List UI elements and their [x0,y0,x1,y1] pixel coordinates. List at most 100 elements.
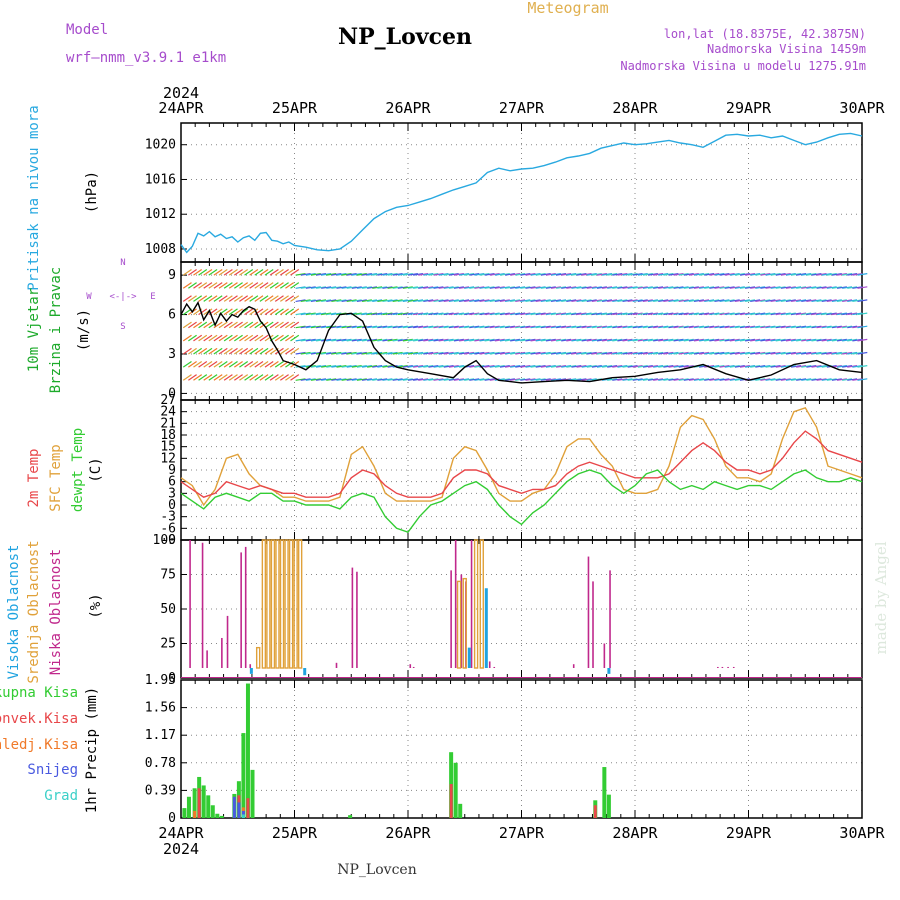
wind-barb [852,273,863,276]
wind-barb [351,378,362,381]
wind-barb [259,269,269,276]
wind-barb [433,365,444,368]
cloud-ylabel-low: Niska Oblacnost [48,549,64,675]
wind-barb [566,312,577,316]
wind-barb [530,351,541,355]
wind-barb [448,325,459,329]
wind-barb [387,286,398,289]
wind-barb [724,351,735,355]
wind-barb [842,286,853,289]
wind-barb [765,378,776,381]
wind-barb [847,365,858,368]
wind-barb [801,338,812,342]
wind-barb [780,325,791,329]
wind-barb [647,338,658,342]
wind-barb [254,361,264,368]
wind-barb [510,312,521,316]
y-tick-label: 12 [160,451,176,466]
wind-barb [836,365,847,368]
wind-barb [796,299,807,303]
wind-barb [750,286,761,289]
wind-barb [709,273,720,276]
wind-barb [673,365,684,368]
wind-barb [494,273,505,276]
wind-barb [510,351,521,355]
wind-barb [520,286,531,289]
wind-barb [448,365,459,368]
wind-barb [607,378,618,381]
wind-barb [351,325,362,329]
wind-barb [494,286,505,289]
y-tick-label: 1.17 [145,728,176,743]
wind-barb [407,365,418,368]
wind-barb [515,378,526,381]
wind-barb [510,325,521,329]
wind-barb [693,312,704,316]
wind-barb [806,299,817,303]
wind-barb [663,378,674,381]
wind-barb [591,273,602,276]
wind-barb [688,273,699,276]
wind-barb [361,312,372,316]
wind-barb [617,273,628,276]
wind-barb [295,338,306,342]
wind-barb [622,312,633,316]
wind-barb [775,378,786,381]
wind-barb [228,295,238,302]
y-tick-label: 24 [160,405,176,420]
wind-barb [489,338,500,342]
wind-barb [601,325,613,329]
time-label-bottom: 30APR [839,824,885,842]
temp-ylabel-sfc: SFC Temp [48,444,64,511]
wind-barb [668,325,679,329]
wind-barb [494,378,505,381]
wind-barb [581,365,592,368]
wind-barb [244,374,254,381]
wind-barb [474,286,485,289]
cloud-ylabel-unit: (%) [88,593,104,618]
wind-barb [361,273,372,276]
wind-barb [576,325,587,329]
wind-barb [218,269,228,276]
wind-barb [576,273,587,276]
wind-barb [734,273,745,276]
wind-barb [494,312,505,316]
temp-ylabel-2m: 2m Temp [26,448,42,507]
wind-barb [244,295,254,302]
wind-barb [448,299,459,303]
wind-barb [704,312,715,316]
wind-barb [826,312,837,316]
wind-barb [724,338,735,342]
wind-barb [479,312,490,316]
wind-barb [300,325,311,329]
wind-barb [377,299,388,303]
wind-barb [453,299,464,303]
wind-barb [515,312,526,316]
wind-barb [647,299,658,303]
wind-barb [550,299,561,303]
wind-barb [326,338,337,342]
wind-barb [377,325,388,329]
wind-barb [274,374,284,381]
wind-barb [550,338,561,342]
wind-barb [310,351,321,355]
wind-barb [193,282,203,289]
wind-barb [453,365,464,368]
wind-barb [295,286,306,289]
wind-barb [647,312,658,316]
wind-barb [464,338,475,342]
wind-barb [336,365,347,368]
cloud-bar [270,539,276,669]
wind-barb [305,325,316,329]
wind-barb [765,286,776,289]
cloud-bar [266,539,271,669]
wind-barb [571,273,582,276]
wind-barb [295,299,306,303]
wind-barb [259,374,269,381]
wind-barb [377,378,388,381]
wind-barb [525,273,536,276]
wind-barb [458,299,470,303]
wind-barb [218,347,228,355]
wind-barb [525,312,536,316]
y-tick-label: 50 [160,602,176,617]
